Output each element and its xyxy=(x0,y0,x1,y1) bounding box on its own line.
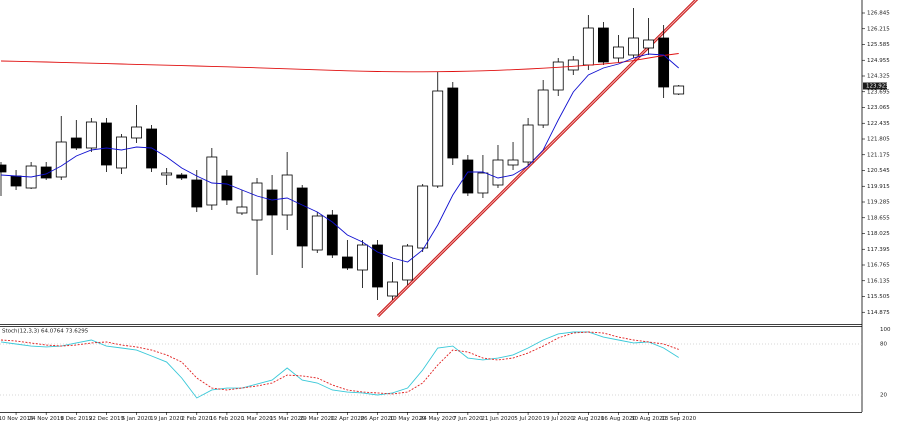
candle-body xyxy=(70,137,82,149)
y-tick-label: 118.655 xyxy=(867,215,890,221)
candle-body xyxy=(417,185,429,249)
y-tick-label: 119.285 xyxy=(867,200,890,206)
candle-body xyxy=(251,182,263,221)
candle-body xyxy=(477,172,489,194)
candle-body xyxy=(462,159,474,194)
candle-body xyxy=(387,281,398,297)
x-tick-label: 10 May 2020 xyxy=(390,416,426,422)
candle-body xyxy=(266,189,278,216)
candle-body xyxy=(598,27,609,63)
candle-body xyxy=(673,85,685,95)
y-tick-label: 116.135 xyxy=(867,278,890,284)
y-tick-label: 121.805 xyxy=(867,137,890,143)
y-tick-label: 80 xyxy=(880,342,887,348)
y-tick-label: 116.765 xyxy=(867,263,890,269)
x-tick-label: 5 Jan 2020 xyxy=(122,416,152,422)
candle-body xyxy=(643,39,654,49)
candle-body xyxy=(296,187,308,247)
candle-body xyxy=(40,166,52,179)
y-tick-label: 124.325 xyxy=(867,74,890,80)
x-tick-label: 19 Jan 2020 xyxy=(150,416,183,422)
candle-body xyxy=(658,37,670,88)
candle-body xyxy=(567,59,579,71)
y-tick-label: 114.875 xyxy=(867,310,890,316)
indicator-line xyxy=(0,331,679,395)
candle-body xyxy=(55,141,67,178)
candle-body xyxy=(522,124,534,163)
candle-body xyxy=(537,89,549,126)
candle-body xyxy=(221,175,233,201)
candle-body xyxy=(447,87,459,159)
x-tick-label: 7 Jun 2020 xyxy=(453,416,483,422)
y-tick-label: 115.505 xyxy=(867,294,890,300)
x-tick-label: 24 Nov 2019 xyxy=(29,416,65,422)
x-tick-label: 30 Aug 2020 xyxy=(631,416,667,422)
candle-body xyxy=(0,164,7,173)
candle-body xyxy=(341,256,353,269)
candle-body xyxy=(311,215,323,251)
indicator-line xyxy=(0,53,679,263)
x-tick-label: 8 Dec 2019 xyxy=(60,416,92,422)
candle-body xyxy=(372,244,383,288)
current-price-box xyxy=(863,82,887,90)
x-tick-label: 13 Sep 2020 xyxy=(661,416,696,422)
x-tick-label: 26 Apr 2020 xyxy=(360,416,395,422)
candle-body xyxy=(552,61,564,91)
x-tick-label: 19 Jul 2020 xyxy=(543,416,575,422)
candle-body xyxy=(357,244,368,271)
x-tick-label: 16 Aug 2020 xyxy=(601,416,637,422)
candle-body xyxy=(161,172,173,176)
y-tick-label: 20 xyxy=(880,393,887,399)
x-tick-label: 24 May 2020 xyxy=(420,416,456,422)
y-tick-label: 123.695 xyxy=(867,89,890,95)
x-tick-label: 2 Feb 2020 xyxy=(181,416,212,422)
indicator-label: Stoch(12,3,3) 64.0764 73.6295 xyxy=(2,329,89,335)
x-tick-label: 12 Apr 2020 xyxy=(330,416,365,422)
x-tick-label: 5 Jul 2020 xyxy=(514,416,542,422)
candle-body xyxy=(613,46,624,59)
x-tick-label: 16 Feb 2020 xyxy=(210,416,245,422)
y-tick-label: 125.585 xyxy=(867,42,890,48)
trend-line-highlight xyxy=(377,0,697,317)
candle-body xyxy=(507,159,519,166)
y-tick-label: 117.395 xyxy=(867,247,890,253)
x-tick-label: 21 Jun 2020 xyxy=(481,416,515,422)
candle-body xyxy=(402,245,414,281)
candle-body xyxy=(582,27,594,66)
y-tick-label: 126.215 xyxy=(867,26,890,32)
candle-body xyxy=(191,179,203,208)
candle-body xyxy=(10,175,22,187)
y-tick-label: 119.915 xyxy=(867,184,890,190)
candle-body xyxy=(326,214,338,256)
candle-body xyxy=(236,206,248,214)
x-tick-label: 29 Mar 2020 xyxy=(300,416,335,422)
candle-body xyxy=(628,37,639,56)
current-price-label: 123.925 xyxy=(866,84,889,90)
x-tick-label: 2 Aug 2020 xyxy=(572,416,604,422)
y-tick-label: 126.845 xyxy=(867,11,890,17)
indicator-line xyxy=(0,331,679,399)
candle-body xyxy=(85,121,97,149)
y-tick-label: 118.025 xyxy=(867,231,890,237)
y-tick-label: 120.545 xyxy=(867,168,890,174)
candle-body xyxy=(101,122,112,166)
y-tick-label: 121.175 xyxy=(867,152,890,158)
x-tick-label: 15 Mar 2020 xyxy=(270,416,305,422)
candle-body xyxy=(131,126,142,139)
y-tick-label: 100 xyxy=(880,327,891,333)
candle-body xyxy=(281,174,293,216)
candle-body xyxy=(432,90,444,187)
y-tick-label: 122.435 xyxy=(867,121,890,127)
y-tick-label: 123.065 xyxy=(867,105,890,111)
x-tick-label: 10 Nov 2019 xyxy=(0,416,34,422)
x-tick-label: 1 Mar 2020 xyxy=(241,416,273,422)
indicator-line xyxy=(0,53,679,73)
candle-body xyxy=(116,136,127,169)
candle-body xyxy=(176,174,188,179)
x-tick-label: 22 Dec 2019 xyxy=(89,416,125,422)
candle-body xyxy=(492,159,504,186)
y-tick-label: 124.955 xyxy=(867,58,890,64)
